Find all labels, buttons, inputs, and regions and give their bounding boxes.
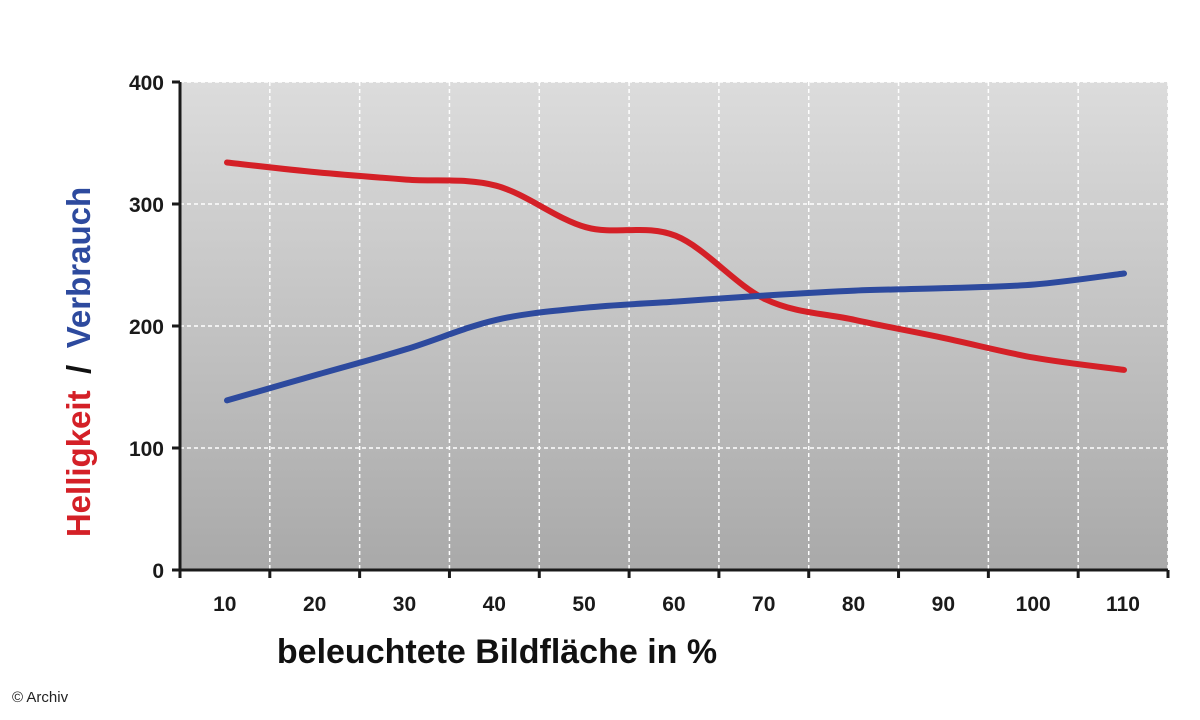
series-line-helligkeit bbox=[224, 159, 1127, 373]
copyright-credit: © Archiv bbox=[12, 689, 69, 706]
y-title-part: Verbrauch bbox=[60, 187, 97, 365]
y-tick-labels: 0 100 200 300 400 bbox=[129, 72, 164, 583]
y-axis-title: Helligkeit / Verbrauch bbox=[60, 187, 97, 537]
x-tick-label: 100 bbox=[1016, 593, 1051, 616]
y-title-part: / bbox=[60, 365, 97, 391]
x-tick-labels: 10 20 30 40 50 60 70 80 90 100 110 bbox=[213, 593, 1140, 616]
x-tick-label: 110 bbox=[1106, 593, 1140, 616]
x-tick-label: 10 bbox=[213, 593, 236, 616]
y-tick-label: 100 bbox=[129, 438, 164, 461]
x-tick-label: 40 bbox=[483, 593, 506, 616]
x-tick-label: 50 bbox=[572, 593, 595, 616]
series-line-verbrauch bbox=[224, 270, 1127, 404]
axes bbox=[172, 80, 1170, 578]
x-tick-label: 80 bbox=[842, 593, 865, 616]
y-tick-label: 300 bbox=[129, 194, 164, 217]
gridlines bbox=[180, 81, 1169, 570]
y-tick-label: 200 bbox=[129, 316, 164, 339]
x-tick-label: 30 bbox=[393, 593, 416, 616]
x-tick-label: 90 bbox=[932, 593, 955, 616]
y-tick-label: 400 bbox=[129, 72, 164, 95]
series-lines bbox=[224, 159, 1127, 404]
x-tick-label: 70 bbox=[752, 593, 775, 616]
x-axis-title: beleuchtete Bildfläche in % bbox=[277, 633, 717, 671]
y-tick-label: 0 bbox=[152, 560, 164, 583]
y-title-part: Helligkeit bbox=[60, 390, 97, 537]
x-tick-label: 60 bbox=[662, 593, 685, 616]
x-tick-label: 20 bbox=[303, 593, 326, 616]
